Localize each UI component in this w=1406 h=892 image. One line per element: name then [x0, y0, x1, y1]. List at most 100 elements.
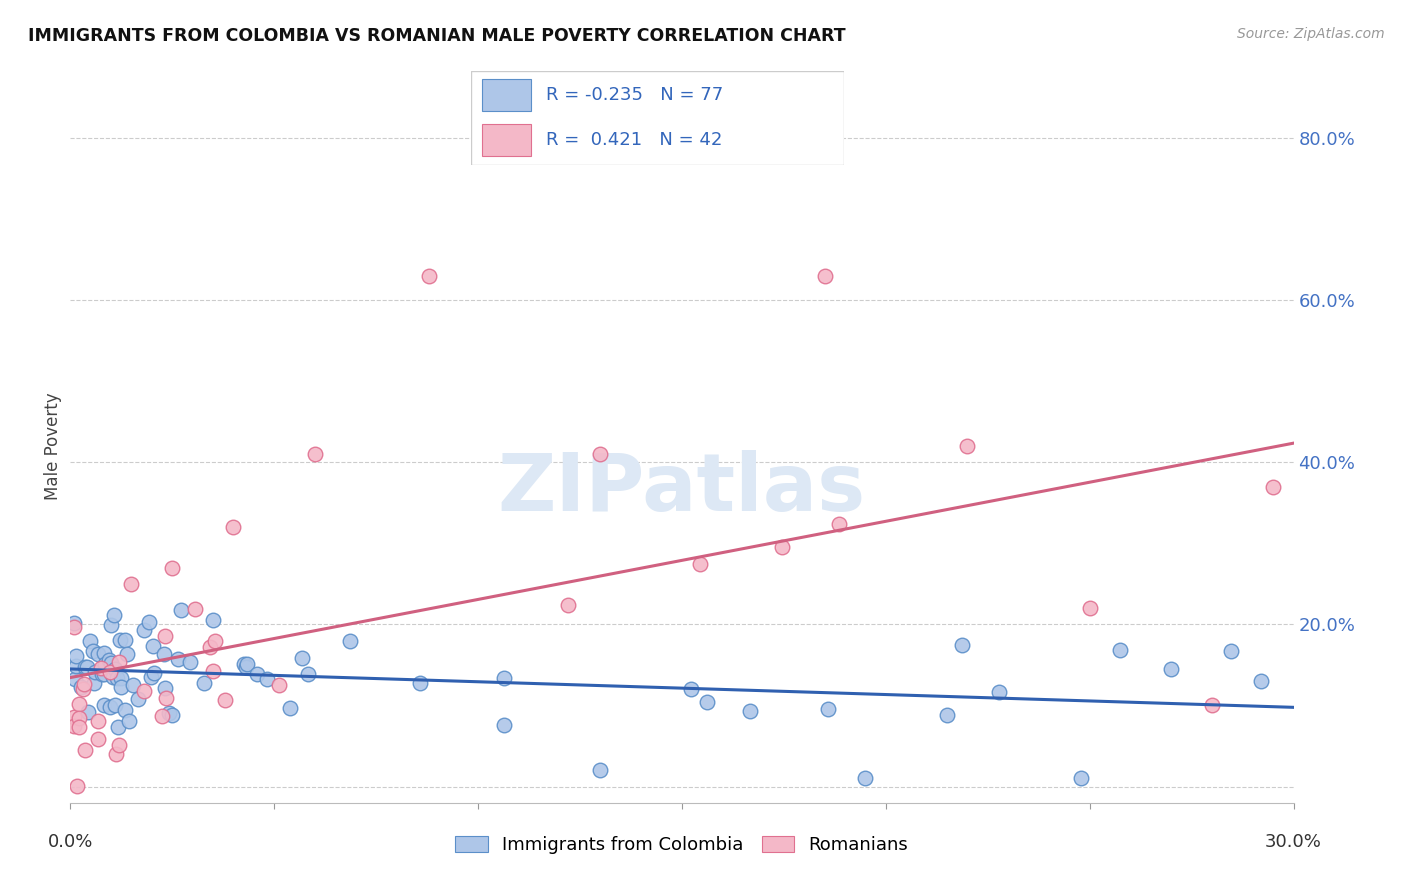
- Point: [66, 779, 89, 793]
- Point: [162, 560, 183, 574]
- FancyBboxPatch shape: [482, 78, 530, 111]
- Point: [256, 672, 278, 686]
- Point: [91, 667, 114, 681]
- Point: [98, 700, 121, 714]
- Point: [1201, 698, 1223, 713]
- Point: [1078, 601, 1101, 615]
- Point: [63, 619, 86, 633]
- FancyBboxPatch shape: [471, 71, 844, 165]
- Point: [134, 623, 156, 637]
- Point: [76, 660, 98, 674]
- Point: [104, 698, 127, 712]
- Point: [222, 520, 245, 534]
- Point: [689, 557, 711, 571]
- Point: [93, 666, 115, 681]
- Point: [67, 721, 90, 735]
- Point: [115, 647, 138, 661]
- Point: [101, 670, 124, 684]
- Point: [94, 657, 117, 671]
- Point: [87, 731, 110, 746]
- Point: [121, 577, 143, 591]
- Point: [170, 603, 193, 617]
- Point: [69, 680, 91, 694]
- Point: [98, 665, 121, 679]
- Point: [121, 678, 143, 692]
- Point: [740, 704, 762, 718]
- Point: [105, 671, 128, 685]
- Point: [72, 681, 94, 696]
- Point: [100, 657, 122, 671]
- Point: [67, 697, 90, 711]
- Point: [114, 632, 136, 647]
- Point: [84, 665, 107, 679]
- Text: 30.0%: 30.0%: [1265, 833, 1322, 851]
- Point: [98, 653, 121, 667]
- Point: [304, 447, 326, 461]
- Point: [1219, 643, 1241, 657]
- Point: [114, 704, 136, 718]
- Point: [118, 714, 141, 729]
- Point: [141, 670, 163, 684]
- Point: [63, 615, 86, 630]
- Point: [108, 633, 131, 648]
- Point: [214, 693, 236, 707]
- Point: [73, 660, 96, 674]
- Point: [160, 708, 183, 723]
- Point: [72, 677, 94, 691]
- Point: [494, 671, 516, 685]
- Point: [817, 702, 839, 716]
- Point: [290, 651, 312, 665]
- Point: [297, 666, 319, 681]
- Y-axis label: Male Poverty: Male Poverty: [44, 392, 62, 500]
- Point: [494, 717, 516, 731]
- Point: [1261, 479, 1284, 493]
- Point: [79, 633, 101, 648]
- Text: 0.0%: 0.0%: [48, 833, 93, 851]
- Point: [695, 695, 717, 709]
- Text: R = -0.235   N = 77: R = -0.235 N = 77: [546, 86, 723, 103]
- Point: [108, 738, 131, 752]
- Point: [153, 681, 176, 695]
- Point: [152, 647, 174, 661]
- Point: [280, 701, 302, 715]
- Point: [63, 719, 86, 733]
- Point: [87, 714, 110, 728]
- Point: [155, 691, 177, 706]
- Point: [950, 639, 973, 653]
- Point: [179, 655, 201, 669]
- Point: [93, 698, 115, 712]
- Point: [93, 646, 115, 660]
- Point: [65, 658, 87, 673]
- Point: [108, 655, 131, 669]
- Point: [166, 652, 188, 666]
- Point: [110, 680, 132, 694]
- FancyBboxPatch shape: [482, 124, 530, 156]
- Point: [339, 634, 361, 648]
- Point: [772, 540, 794, 554]
- Point: [90, 661, 112, 675]
- Point: [233, 657, 256, 671]
- Point: [246, 666, 269, 681]
- Point: [198, 640, 221, 654]
- Point: [150, 709, 173, 723]
- Point: [681, 681, 703, 696]
- Point: [557, 598, 579, 612]
- Point: [107, 720, 129, 734]
- Point: [67, 711, 90, 725]
- Point: [65, 649, 87, 664]
- Legend: Immigrants from Colombia, Romanians: Immigrants from Colombia, Romanians: [449, 829, 915, 862]
- Point: [1070, 772, 1092, 786]
- Point: [202, 664, 225, 678]
- Point: [63, 710, 86, 724]
- Text: R =  0.421   N = 42: R = 0.421 N = 42: [546, 131, 721, 149]
- Point: [813, 268, 835, 283]
- Point: [1109, 643, 1132, 657]
- Point: [82, 644, 104, 658]
- Point: [1250, 674, 1272, 689]
- Point: [201, 613, 224, 627]
- Point: [204, 634, 226, 648]
- Text: Source: ZipAtlas.com: Source: ZipAtlas.com: [1237, 27, 1385, 41]
- Point: [153, 629, 176, 643]
- Point: [589, 447, 612, 461]
- Point: [142, 640, 165, 654]
